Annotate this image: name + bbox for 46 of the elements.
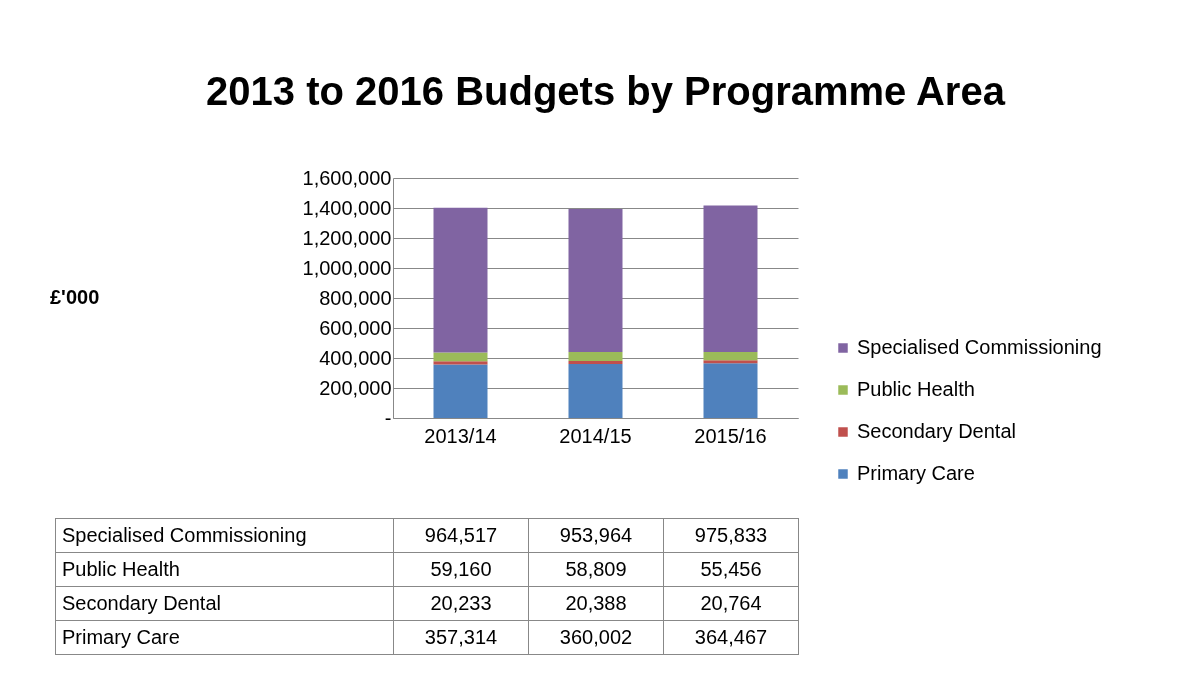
text: Public Health: [62, 558, 180, 580]
y-tick-label: 1,600,000: [302, 166, 392, 189]
y-tick-label: 800,000: [319, 286, 392, 309]
data-label: 20,233: [393, 586, 529, 621]
data-label: 953,964: [528, 518, 664, 553]
chart-title: 2013 to 2016 Budgets by Programme Area: [206, 69, 1006, 113]
x-tick-label: 2013/14: [424, 424, 497, 447]
bar: [703, 351, 758, 361]
y-tick-label: 1,000,000: [302, 256, 392, 279]
y-tick-label: 200,000: [319, 376, 392, 399]
y-tick-label: -: [384, 406, 392, 429]
bar: [433, 352, 488, 362]
text: Primary Care: [62, 626, 180, 648]
bar: [568, 364, 623, 418]
bar: [568, 209, 623, 353]
data-label: 975,833: [663, 518, 799, 553]
data-label: 59,160: [393, 552, 529, 587]
y-tick-label: 600,000: [319, 316, 392, 339]
legend-label: Public Health: [857, 378, 975, 400]
legend-label: Primary Care: [857, 462, 975, 484]
data-label: 58,809: [528, 552, 664, 587]
bar: [433, 364, 488, 418]
bar: [568, 352, 623, 361]
bar: [433, 361, 488, 365]
data-label: 20,388: [528, 586, 664, 621]
y-tick-label: 1,400,000: [302, 196, 392, 219]
data-label: 20,764: [663, 586, 799, 621]
data-label: 55,456: [663, 552, 799, 587]
bar: [433, 207, 488, 353]
data-label: 964,517: [393, 518, 529, 553]
data-label: 364,467: [663, 620, 799, 655]
legend-label: Specialised Commissioning: [857, 336, 1102, 358]
data-label: 360,002: [528, 620, 664, 655]
y-tick-label: 400,000: [319, 346, 392, 369]
bar: [568, 360, 623, 364]
legend-label: Secondary Dental: [857, 420, 1016, 442]
bar: [703, 360, 758, 364]
data-label: 357,314: [393, 620, 529, 655]
y-tick-label: 1,200,000: [302, 226, 392, 249]
text: £'000: [50, 286, 100, 309]
text: Secondary Dental: [62, 592, 221, 614]
bar: [703, 205, 758, 352]
text: Specialised Commissioning: [62, 524, 307, 546]
x-tick-label: 2015/16: [694, 424, 767, 447]
bar: [703, 363, 758, 418]
x-tick-label: 2014/15: [559, 424, 632, 447]
